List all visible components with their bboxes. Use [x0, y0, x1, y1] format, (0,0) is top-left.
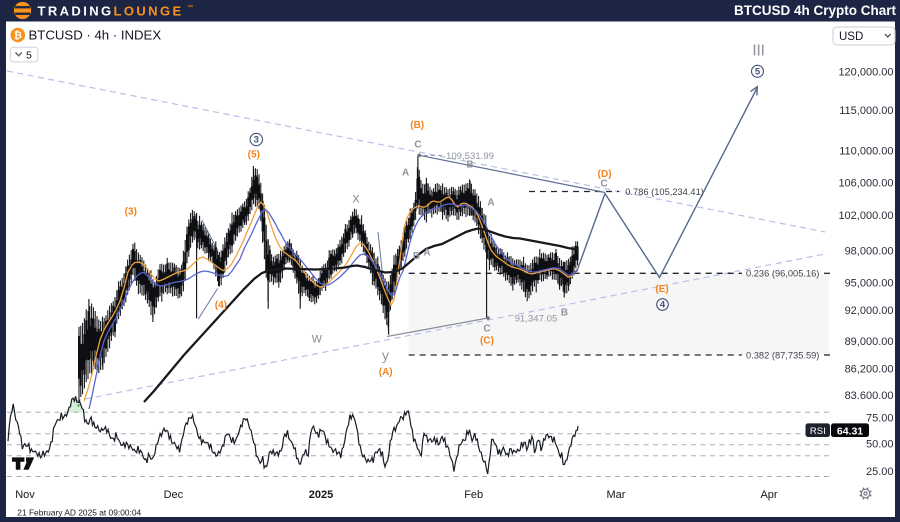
svg-text:Nov: Nov	[15, 489, 35, 501]
svg-text:64.31: 64.31	[837, 425, 863, 437]
svg-text:y: y	[382, 347, 389, 363]
svg-text:102,000.00: 102,000.00	[838, 210, 893, 222]
svg-text:4: 4	[660, 300, 666, 311]
svg-text:Feb: Feb	[464, 489, 483, 501]
svg-text:RSI: RSI	[810, 426, 826, 437]
svg-text:0.786 (105,234.41): 0.786 (105,234.41)	[625, 187, 704, 197]
svg-text:92,000.00: 92,000.00	[845, 305, 894, 317]
svg-text:Dec: Dec	[164, 489, 184, 501]
svg-text:™: ™	[187, 4, 193, 11]
svg-text:83.600.00: 83.600.00	[845, 390, 894, 402]
svg-text:B: B	[561, 308, 568, 319]
svg-text:109,531.99: 109,531.99	[446, 151, 494, 162]
svg-text:(A): (A)	[379, 367, 393, 378]
svg-text:B: B	[466, 160, 473, 171]
svg-text:C: C	[600, 179, 607, 190]
svg-text:x: x	[353, 190, 360, 206]
svg-text:89,000.00: 89,000.00	[845, 336, 894, 348]
svg-text:98,000.00: 98,000.00	[845, 246, 894, 258]
svg-text:BTCUSD 4h Crypto Chart: BTCUSD 4h Crypto Chart	[734, 3, 897, 18]
svg-text:25.00: 25.00	[866, 466, 894, 478]
svg-text:₿: ₿	[14, 30, 22, 42]
svg-text:75.00: 75.00	[866, 412, 894, 424]
svg-text:5: 5	[755, 67, 761, 78]
svg-text:A: A	[487, 198, 494, 209]
svg-text:USD: USD	[839, 31, 863, 43]
svg-text:91,347.05: 91,347.05	[515, 314, 558, 325]
svg-text:95,000.00: 95,000.00	[845, 277, 894, 289]
svg-text:C: C	[414, 140, 421, 151]
svg-text:2025: 2025	[309, 489, 333, 501]
svg-text:(4): (4)	[215, 300, 227, 311]
svg-text:BTCUSD · 4h · INDEX: BTCUSD · 4h · INDEX	[29, 27, 162, 42]
svg-text:106,000.00: 106,000.00	[838, 178, 893, 190]
svg-text:C: C	[483, 324, 490, 335]
svg-text:TRADINGLOUNGE: TRADINGLOUNGE	[38, 3, 184, 18]
svg-text:A: A	[423, 248, 430, 259]
svg-text:(B): (B)	[410, 120, 424, 131]
svg-text:21 February AD 2025 at 09:00:0: 21 February AD 2025 at 09:00:04	[17, 508, 141, 518]
svg-text:115,000.00: 115,000.00	[839, 105, 893, 117]
svg-text:(C): (C)	[480, 336, 494, 347]
svg-text:120,000.00: 120,000.00	[838, 66, 893, 78]
svg-text:A: A	[402, 168, 409, 179]
svg-text:Apr: Apr	[760, 489, 777, 501]
svg-text:3: 3	[254, 135, 259, 146]
svg-text:B: B	[413, 251, 420, 262]
svg-text:110,000.00: 110,000.00	[839, 145, 893, 157]
svg-text:86,200.00: 86,200.00	[845, 363, 894, 375]
svg-text:(E): (E)	[655, 284, 668, 295]
svg-text:0.382 (87,735.59): 0.382 (87,735.59)	[746, 350, 819, 360]
svg-text:0.236 (96,005.16): 0.236 (96,005.16)	[746, 269, 819, 279]
svg-text:(D): (D)	[598, 169, 612, 180]
svg-text:(5): (5)	[248, 149, 260, 160]
svg-text:(3): (3)	[125, 206, 137, 217]
svg-text:Mar: Mar	[607, 489, 626, 501]
svg-text:50.00: 50.00	[866, 438, 894, 450]
svg-text:5: 5	[26, 50, 32, 62]
svg-text:w: w	[311, 330, 323, 346]
